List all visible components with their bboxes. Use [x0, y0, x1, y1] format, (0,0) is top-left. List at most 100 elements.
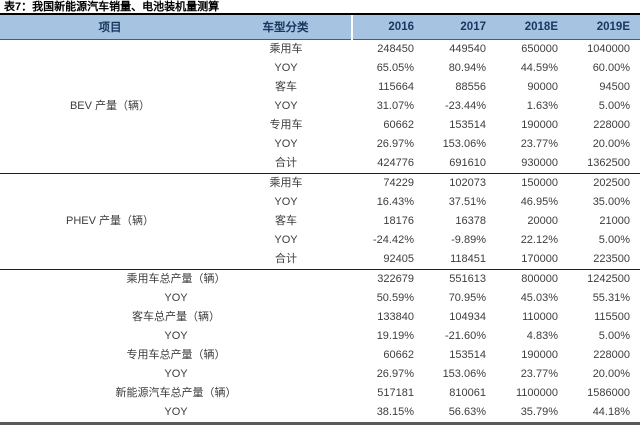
- value-cell: 650000: [521, 43, 558, 55]
- summary-label: 专用车总产量（辆）: [126, 349, 226, 361]
- table-row: YOY 31.07% -23.44% 1.63% 5.00%: [0, 97, 640, 116]
- value-cell: 202500: [593, 177, 630, 189]
- value-cell: 37.51%: [448, 196, 486, 208]
- table-row: 合计 92405 118451 170000 223500: [0, 250, 640, 270]
- summary-label: YOY: [164, 368, 188, 380]
- vehicle-type-label: 乘用车: [269, 43, 303, 55]
- table-row: YOY 16.43% 37.51% 46.95% 35.00%: [0, 193, 640, 212]
- value-cell: 1100000: [515, 387, 558, 399]
- table-row: YOY 26.97% 153.06% 23.77% 20.00%: [0, 365, 640, 384]
- value-cell: 110000: [522, 311, 558, 323]
- value-cell: 20.00%: [592, 368, 630, 380]
- table-row: YOY 26.97% 153.06% 23.77% 20.00%: [0, 135, 640, 154]
- item-label: PHEV 产量（辆）: [0, 173, 220, 270]
- value-cell: 102073: [449, 177, 486, 189]
- table-row: YOY 19.19% -21.60% 4.83% 5.00%: [0, 327, 640, 346]
- value-cell: 38.15%: [376, 406, 414, 418]
- header-vehicle-type: 车型分类: [220, 15, 352, 40]
- value-cell: 21000: [599, 215, 630, 227]
- value-cell: 60662: [383, 349, 414, 361]
- header-2019e: 2019E: [568, 15, 640, 40]
- value-cell: 23.77%: [520, 368, 558, 380]
- value-cell: 228000: [593, 119, 630, 131]
- value-cell: 60662: [383, 119, 414, 131]
- value-cell: 133840: [377, 311, 414, 323]
- value-cell: 35.79%: [520, 406, 558, 418]
- value-cell: 22.12%: [520, 234, 558, 246]
- vehicle-type-label: 合计: [220, 154, 352, 174]
- value-cell: 228000: [593, 349, 630, 361]
- value-cell: 70.95%: [448, 292, 486, 304]
- value-cell: 88556: [455, 81, 486, 93]
- value-cell: 118451: [424, 250, 496, 270]
- vehicle-type-label: YOY: [274, 196, 298, 208]
- vehicle-type-label: 合计: [220, 250, 352, 270]
- value-cell: 80.94%: [448, 62, 486, 74]
- summary-label: 乘用车总产量（辆）: [126, 273, 226, 285]
- value-cell: 104934: [449, 311, 486, 323]
- table-title: 表7：我国新能源汽车销量、电池装机量测算: [0, 0, 640, 15]
- value-cell: 94500: [599, 81, 630, 93]
- value-cell: 20.00%: [592, 138, 630, 150]
- value-cell: -9.89%: [451, 234, 486, 246]
- value-cell: 20000: [527, 215, 558, 227]
- table-row: 新能源汽车总产量（辆） 517181 810061 1100000 1586000: [0, 384, 640, 403]
- summary-label: YOY: [164, 406, 188, 418]
- value-cell: 23.77%: [520, 138, 558, 150]
- value-cell: 45.03%: [520, 292, 558, 304]
- value-cell: 26.97%: [376, 138, 414, 150]
- value-cell: 46.95%: [520, 196, 558, 208]
- value-cell: 517181: [377, 387, 414, 399]
- value-cell: 930000: [496, 154, 568, 174]
- summary-label: YOY: [164, 292, 188, 304]
- value-cell: 424776: [352, 154, 424, 174]
- value-cell: 153.06%: [442, 138, 486, 150]
- value-cell: -21.60%: [445, 330, 486, 342]
- value-cell: 153514: [449, 119, 486, 131]
- value-cell: 26.97%: [376, 368, 414, 380]
- value-cell: 153514: [449, 349, 486, 361]
- table-body: BEV 产量（辆） 乘用车 248450 449540 650000 1040000 YOY…: [0, 39, 640, 423]
- value-cell: 800000: [521, 273, 558, 285]
- value-cell: 31.07%: [376, 100, 414, 112]
- value-cell: 1.63%: [526, 100, 558, 112]
- header-2016: 2016: [351, 15, 424, 40]
- vehicle-type-label: YOY: [274, 62, 298, 74]
- table-row: 专用车 60662 153514 190000 228000: [0, 116, 640, 135]
- table-row: 乘用车总产量（辆） 322679 551613 800000 1242500: [0, 270, 640, 290]
- value-cell: 4.83%: [526, 330, 558, 342]
- value-cell: 90000: [527, 81, 558, 93]
- value-cell: 1362500: [568, 154, 640, 174]
- value-cell: 551613: [449, 273, 486, 285]
- vehicle-type-label: 客车: [275, 81, 297, 93]
- table-row: YOY 38.15% 56.63% 35.79% 44.18%: [0, 403, 640, 422]
- item-label: BEV 产量（辆）: [0, 39, 220, 174]
- value-cell: 5.00%: [598, 100, 630, 112]
- value-cell: 50.59%: [376, 292, 414, 304]
- value-cell: 16378: [455, 215, 486, 227]
- value-cell: 18176: [383, 215, 414, 227]
- value-cell: 5.00%: [598, 330, 630, 342]
- summary-label: 客车总产量（辆）: [132, 311, 220, 323]
- value-cell: 5.00%: [598, 234, 630, 246]
- value-cell: -24.42%: [373, 234, 414, 246]
- value-cell: 810061: [449, 387, 486, 399]
- value-cell: 1040000: [587, 43, 630, 55]
- value-cell: 115664: [378, 81, 414, 93]
- value-cell: 74229: [383, 177, 414, 189]
- vehicle-type-label: 乘用车: [269, 177, 303, 189]
- value-cell: 92405: [352, 250, 424, 270]
- table-row: 专用车总产量（辆） 60662 153514 190000 228000: [0, 346, 640, 365]
- value-cell: 19.19%: [376, 330, 414, 342]
- header-row: 项目 车型分类 2016 2017 2018E 2019E: [0, 15, 640, 40]
- vehicle-type-label: YOY: [274, 100, 298, 112]
- table-row: 客车 18176 16378 20000 21000: [0, 212, 640, 231]
- value-cell: -23.44%: [445, 100, 486, 112]
- value-cell: 248450: [377, 43, 414, 55]
- table-row: 客车 115664 88556 90000 94500: [0, 78, 640, 97]
- table-header: 项目 车型分类 2016 2017 2018E 2019E: [0, 15, 640, 40]
- table-row: 客车总产量（辆） 133840 104934 110000 115500: [0, 308, 640, 327]
- table-row: YOY -24.42% -9.89% 22.12% 5.00%: [0, 231, 640, 250]
- vehicle-type-label: YOY: [274, 234, 298, 246]
- value-cell: 1242500: [587, 273, 630, 285]
